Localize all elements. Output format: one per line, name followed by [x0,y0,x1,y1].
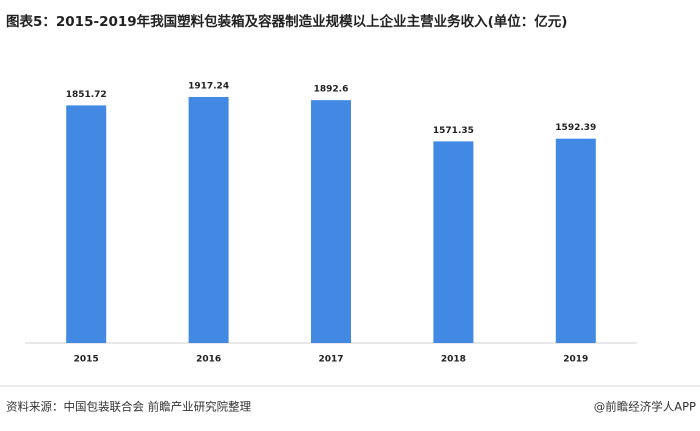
brand: @前瞻经济学人APP [594,400,696,414]
source-note: 资料来源：中国包装联合会 前瞻产业研究院整理 [6,400,252,414]
bar [555,138,596,343]
bar [311,100,351,343]
bar [433,141,474,343]
data-label: 1571.35 [433,126,474,136]
x-tick-label: 2015 [74,355,99,365]
bar [66,105,107,344]
bar [188,97,229,343]
data-label: 1917.24 [188,82,229,92]
data-label: 1892.6 [314,85,349,95]
x-tick-label: 2018 [441,355,466,365]
x-tick-label: 2017 [318,355,343,365]
data-label: 1851.72 [66,90,107,100]
x-tick-label: 2016 [196,355,221,365]
x-tick-label: 2019 [563,355,588,365]
chart-title: 图表5：2015-2019年我国塑料包装箱及容器制造业规模以上企业主营业务收入(… [6,13,567,30]
data-label: 1592.39 [555,123,596,133]
